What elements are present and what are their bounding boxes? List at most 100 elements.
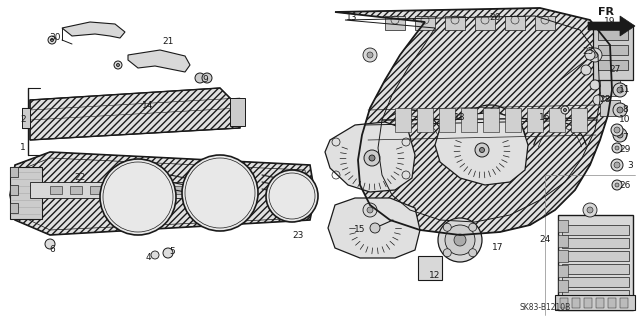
Bar xyxy=(600,60,620,76)
Bar xyxy=(10,167,18,177)
Text: 19: 19 xyxy=(604,18,616,26)
Bar xyxy=(505,108,521,132)
Bar xyxy=(584,298,592,308)
Circle shape xyxy=(613,128,627,142)
Bar xyxy=(417,108,433,132)
Circle shape xyxy=(51,39,54,41)
Circle shape xyxy=(614,162,620,168)
Circle shape xyxy=(561,106,569,114)
Circle shape xyxy=(563,108,566,112)
Bar xyxy=(562,264,629,274)
Bar xyxy=(527,108,543,132)
Text: 24: 24 xyxy=(540,235,550,244)
Text: 3: 3 xyxy=(627,160,633,169)
Circle shape xyxy=(617,107,623,113)
Bar xyxy=(10,167,42,219)
Circle shape xyxy=(581,65,591,75)
Bar xyxy=(10,185,18,195)
Circle shape xyxy=(617,87,623,93)
Bar xyxy=(230,98,245,126)
Circle shape xyxy=(613,83,627,97)
Polygon shape xyxy=(328,198,420,258)
Circle shape xyxy=(588,48,602,62)
Circle shape xyxy=(611,124,623,136)
Text: 20: 20 xyxy=(490,13,500,23)
Bar xyxy=(558,220,568,232)
Text: 16: 16 xyxy=(540,114,551,122)
Text: 18: 18 xyxy=(454,114,466,122)
Circle shape xyxy=(116,63,120,66)
Text: 22: 22 xyxy=(74,174,86,182)
Text: 28: 28 xyxy=(599,95,611,105)
Bar xyxy=(600,80,620,96)
Circle shape xyxy=(468,223,477,231)
Text: 21: 21 xyxy=(163,38,173,47)
Bar xyxy=(505,16,525,30)
Circle shape xyxy=(613,103,627,117)
Circle shape xyxy=(592,52,598,58)
Bar xyxy=(571,108,587,132)
Bar xyxy=(170,186,182,194)
Circle shape xyxy=(363,48,377,62)
Bar xyxy=(70,186,82,194)
Circle shape xyxy=(151,251,159,259)
Text: 17: 17 xyxy=(492,243,504,253)
Polygon shape xyxy=(325,122,415,192)
Text: 15: 15 xyxy=(355,226,365,234)
Bar xyxy=(130,186,142,194)
Circle shape xyxy=(100,159,176,235)
Bar xyxy=(598,30,628,40)
Bar xyxy=(415,16,435,30)
Polygon shape xyxy=(62,22,125,38)
Text: 2: 2 xyxy=(20,115,26,124)
Circle shape xyxy=(202,73,212,83)
Circle shape xyxy=(48,36,56,44)
Bar xyxy=(385,16,405,30)
Circle shape xyxy=(266,170,318,222)
Bar xyxy=(50,186,62,194)
Text: 23: 23 xyxy=(292,231,304,240)
Text: 26: 26 xyxy=(620,181,630,189)
Bar xyxy=(598,60,628,70)
Polygon shape xyxy=(335,8,612,235)
Bar xyxy=(483,108,499,132)
Circle shape xyxy=(45,239,55,249)
Text: 5: 5 xyxy=(169,248,175,256)
Bar xyxy=(445,16,465,30)
Bar xyxy=(562,238,629,248)
Bar xyxy=(560,298,568,308)
Text: 27: 27 xyxy=(609,65,621,75)
Bar xyxy=(562,290,629,300)
Text: 4: 4 xyxy=(145,254,151,263)
Text: FR: FR xyxy=(598,7,614,17)
Text: 29: 29 xyxy=(620,145,630,154)
Bar xyxy=(598,45,628,55)
Bar xyxy=(562,225,629,235)
Circle shape xyxy=(583,203,597,217)
Circle shape xyxy=(614,127,620,133)
Bar xyxy=(558,250,568,262)
Circle shape xyxy=(114,61,122,69)
Bar xyxy=(596,298,604,308)
Circle shape xyxy=(615,146,619,150)
Bar xyxy=(418,256,442,280)
Text: 1: 1 xyxy=(20,144,26,152)
Circle shape xyxy=(475,143,489,157)
Bar xyxy=(608,298,616,308)
Circle shape xyxy=(195,73,205,83)
Circle shape xyxy=(367,207,373,213)
Circle shape xyxy=(468,249,477,257)
Bar xyxy=(593,25,633,80)
Text: 9: 9 xyxy=(202,76,208,85)
Circle shape xyxy=(370,223,380,233)
Text: SK83-B1210B: SK83-B1210B xyxy=(520,303,571,313)
Circle shape xyxy=(367,52,373,58)
Bar xyxy=(555,295,635,310)
Bar xyxy=(549,108,565,132)
Circle shape xyxy=(593,95,603,105)
Text: 13: 13 xyxy=(346,13,358,23)
Text: 10: 10 xyxy=(620,115,631,124)
Bar xyxy=(558,265,568,277)
Circle shape xyxy=(585,50,595,60)
Bar xyxy=(22,108,30,128)
